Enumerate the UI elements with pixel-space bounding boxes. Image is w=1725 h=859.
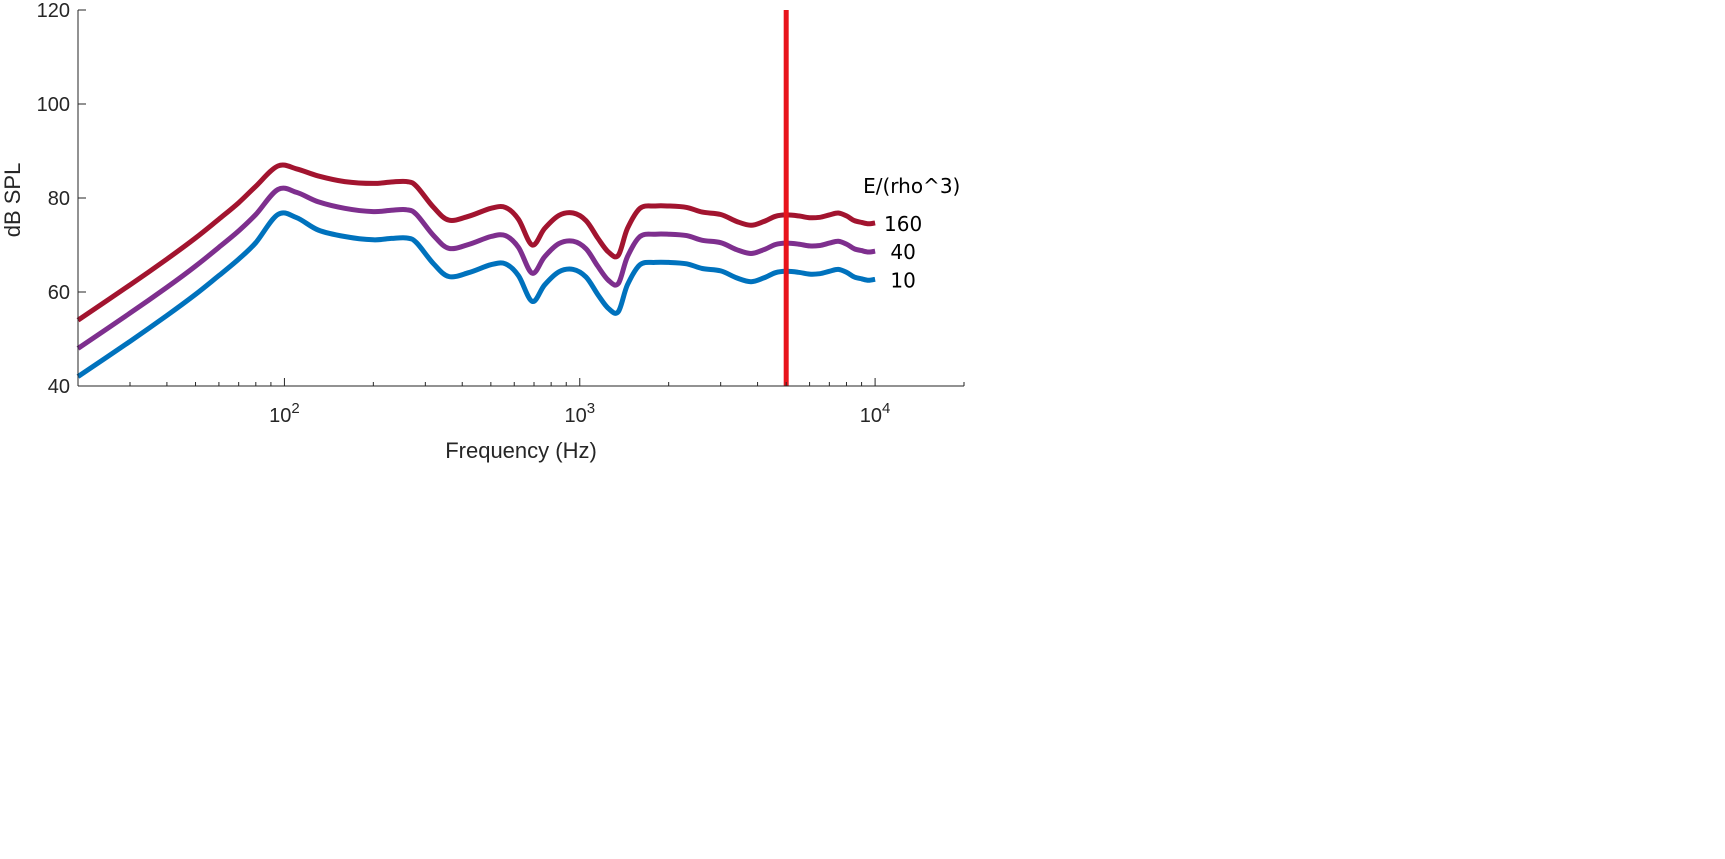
- series-label-40: 40: [890, 240, 915, 264]
- y-tick-label: 120: [37, 0, 70, 22]
- series-labels: 160 40 10: [884, 212, 922, 292]
- y-axis-title: dB SPL: [0, 163, 25, 238]
- y-tick-label: 100: [37, 94, 70, 116]
- series-layer: [76, 162, 876, 379]
- x-tick-label: 103: [564, 400, 595, 427]
- axes: [77, 10, 964, 387]
- y-tick-label: 60: [48, 282, 70, 304]
- tick-layer: 40 60 80 100 120 102 103 104: [37, 0, 965, 427]
- series-label-160: 160: [884, 212, 922, 236]
- series-line-160: [76, 162, 876, 323]
- x-tick-label: 102: [269, 400, 300, 427]
- legend-title: E/(rho^3): [863, 174, 960, 198]
- series-line-10: [76, 210, 876, 379]
- x-tick-label: 104: [860, 400, 891, 427]
- series-label-10: 10: [890, 268, 915, 292]
- x-axis-title: Frequency (Hz): [445, 438, 597, 463]
- y-tick-label: 40: [48, 376, 70, 398]
- y-tick-label: 80: [48, 188, 70, 210]
- series-line-40: [76, 185, 876, 351]
